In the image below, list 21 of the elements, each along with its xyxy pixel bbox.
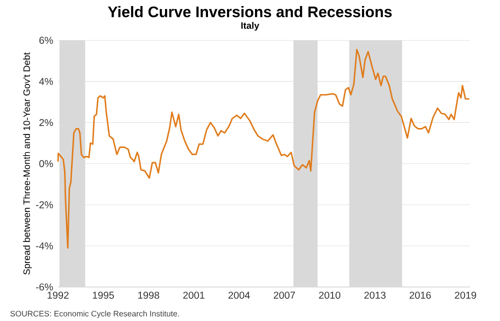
y-tick-label: 2% xyxy=(39,119,53,126)
y-tick-label: -6% xyxy=(36,283,53,291)
x-tick-label: 2016 xyxy=(410,292,431,299)
y-tick-label: 4% xyxy=(39,78,53,85)
x-tick-label: 2010 xyxy=(319,292,340,299)
y-tick-label: -4% xyxy=(36,242,53,250)
chart-subtitle: Italy xyxy=(241,22,260,31)
x-tick-label: 2019 xyxy=(454,292,476,299)
x-tick-label: 2001 xyxy=(183,292,204,299)
x-tick-label: 2007 xyxy=(274,292,295,299)
line-series xyxy=(57,48,470,249)
x-tick-label: 2013 xyxy=(364,292,386,299)
chart-title: Yield Curve Inversions and Recessions xyxy=(108,6,392,18)
y-tick-label: 0% xyxy=(39,160,53,168)
x-tick-label: 1992 xyxy=(48,292,69,299)
x-tick-label: 1995 xyxy=(92,292,114,299)
y-tick-label: -2% xyxy=(36,201,53,208)
y-tick-label: 6% xyxy=(39,36,53,44)
x-tick-label: 1998 xyxy=(138,292,160,299)
x-tick-label: 2004 xyxy=(228,292,250,299)
y-axis-title: Spread between Three-Month and 10-Year Gov't Debt xyxy=(23,52,32,275)
